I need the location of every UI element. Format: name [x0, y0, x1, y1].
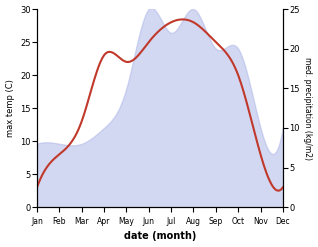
- Y-axis label: med. precipitation (kg/m2): med. precipitation (kg/m2): [303, 57, 313, 160]
- X-axis label: date (month): date (month): [124, 231, 196, 242]
- Y-axis label: max temp (C): max temp (C): [5, 79, 15, 137]
